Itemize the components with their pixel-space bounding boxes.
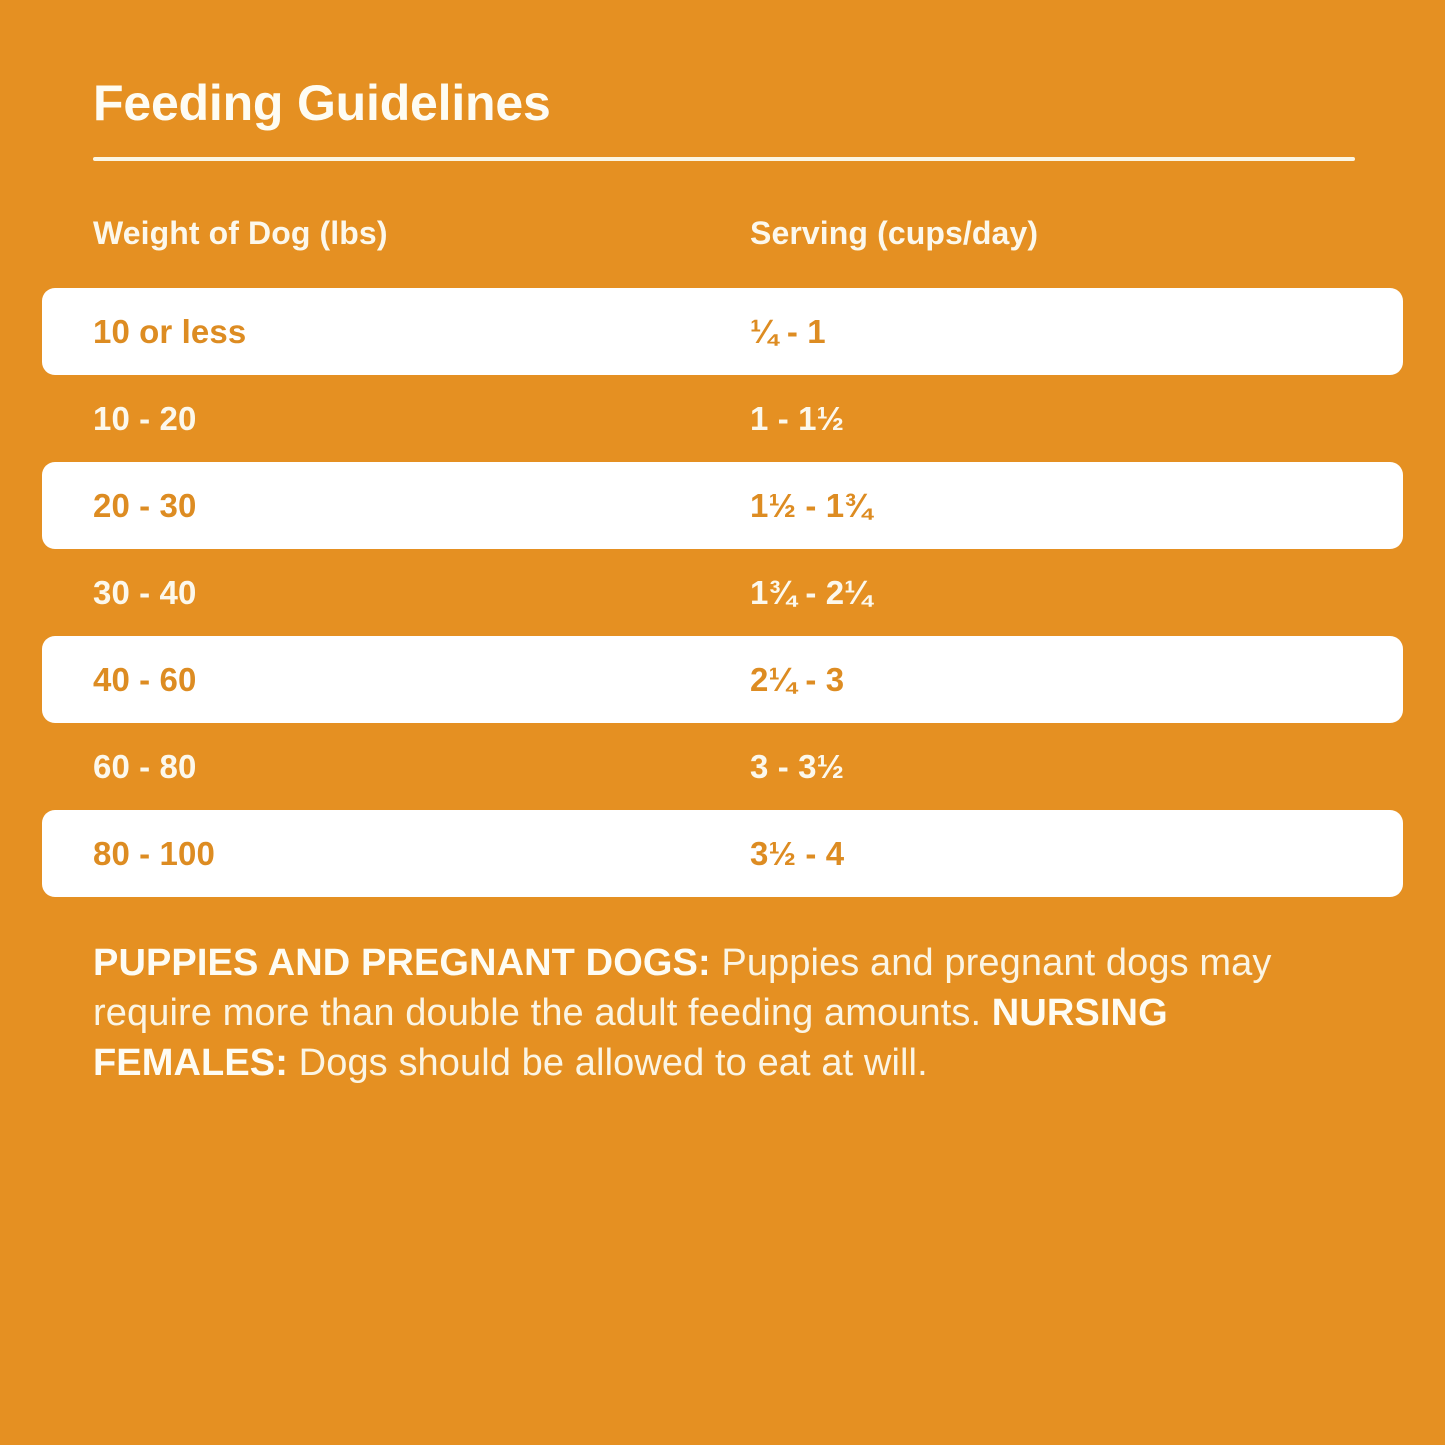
cell-weight: 20 - 30 — [93, 486, 197, 524]
table-row: 10 - 20 1 - 1½ — [42, 375, 1403, 462]
table-row: 80 - 100 3½ - 4 — [42, 810, 1403, 897]
footnote-puppies-text: Puppies and pregnant dogs may require mo… — [93, 942, 1272, 1034]
table-row: 10 or less ¼ - 1 — [42, 288, 1403, 375]
table-column-headers: Weight of Dog (lbs) Serving (cups/day) — [93, 215, 1403, 252]
cell-serving: 3½ - 4 — [750, 834, 845, 872]
table-row: 20 - 30 1½ - 1¾ — [42, 462, 1403, 549]
title-divider — [93, 157, 1355, 161]
cell-serving: ¼ - 1 — [750, 312, 826, 350]
cell-serving: 1 - 1½ — [750, 399, 845, 437]
cell-serving: 1½ - 1¾ — [750, 486, 872, 524]
column-header-weight: Weight of Dog (lbs) — [93, 215, 388, 251]
cell-weight: 60 - 80 — [93, 747, 197, 785]
cell-weight: 30 - 40 — [93, 573, 197, 611]
page-title: Feeding Guidelines — [93, 75, 551, 131]
cell-serving: 1¾ - 2¼ — [750, 573, 872, 611]
footnote-paragraph: PUPPIES AND PREGNANT DOGS: Puppies and p… — [93, 938, 1368, 1088]
table-row: 30 - 40 1¾ - 2¼ — [42, 549, 1403, 636]
cell-serving: 3 - 3½ — [750, 747, 845, 785]
cell-weight: 10 - 20 — [93, 399, 197, 437]
feeding-table: 10 or less ¼ - 1 10 - 20 1 - 1½ 20 - 30 1½ - … — [42, 288, 1403, 897]
footnote-puppies-label: PUPPIES AND PREGNANT DOGS: — [93, 942, 711, 984]
footnote-nursing-text: Dogs should be allowed to eat at will. — [288, 1042, 928, 1084]
cell-weight: 40 - 60 — [93, 660, 197, 698]
table-row: 60 - 80 3 - 3½ — [42, 723, 1403, 810]
title-block: Feeding Guidelines — [93, 78, 1355, 161]
table-row: 40 - 60 2¼ - 3 — [42, 636, 1403, 723]
cell-weight: 10 or less — [93, 312, 247, 350]
footnote-nursing-label: NURSING FEMALES: — [93, 992, 1168, 1084]
cell-serving: 2¼ - 3 — [750, 660, 845, 698]
cell-weight: 80 - 100 — [93, 834, 215, 872]
column-header-serving: Serving (cups/day) — [750, 215, 1039, 251]
